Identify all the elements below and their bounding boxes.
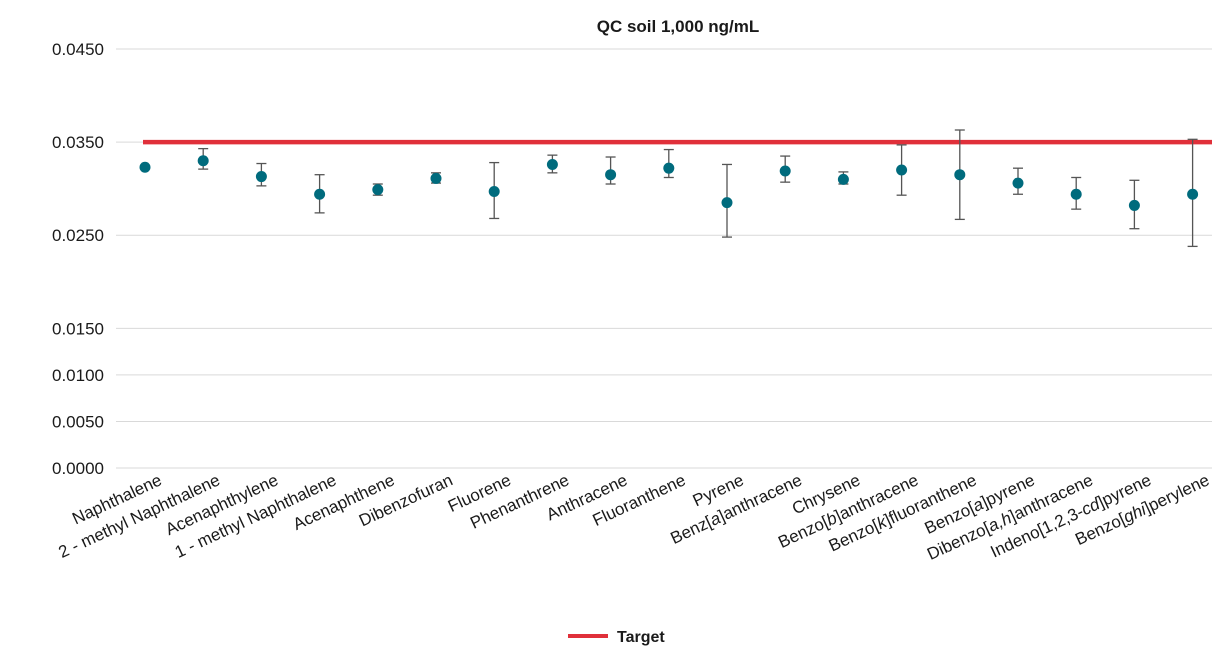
y-axis: 0.0000 0.0050 0.0100 0.0150 0.0250 0.0350 0.04… [52,40,104,478]
data-point [430,172,442,184]
y-tick-label: 0.0050 [52,412,104,431]
error-bars [198,129,1198,248]
gridlines [116,48,1212,469]
chart-title: QC soil 1,000 ng/mL [597,17,760,36]
data-point [663,162,675,174]
data-point [546,158,558,170]
data-point [1128,199,1140,211]
y-tick-label: 0.0450 [52,40,104,59]
data-point [896,164,908,176]
data-points [139,155,1199,211]
data-point [837,173,849,185]
data-point [488,185,500,197]
legend: Target [568,629,665,646]
data-point [1012,177,1024,189]
data-point [197,155,209,167]
legend-label-target: Target [617,629,665,646]
data-point [255,171,267,183]
data-point [372,184,384,196]
y-tick-label: 0.0250 [52,226,104,245]
data-point [314,188,326,200]
data-point [954,169,966,181]
data-point [1070,188,1082,200]
data-point [605,169,617,181]
data-point [1187,188,1199,200]
data-point [139,161,151,173]
y-tick-label: 0.0100 [52,366,104,385]
y-tick-label: 0.0150 [52,319,104,338]
data-point [779,165,791,177]
data-point [721,197,733,209]
y-tick-label: 0.0000 [52,459,104,478]
y-tick-label: 0.0350 [52,133,104,152]
